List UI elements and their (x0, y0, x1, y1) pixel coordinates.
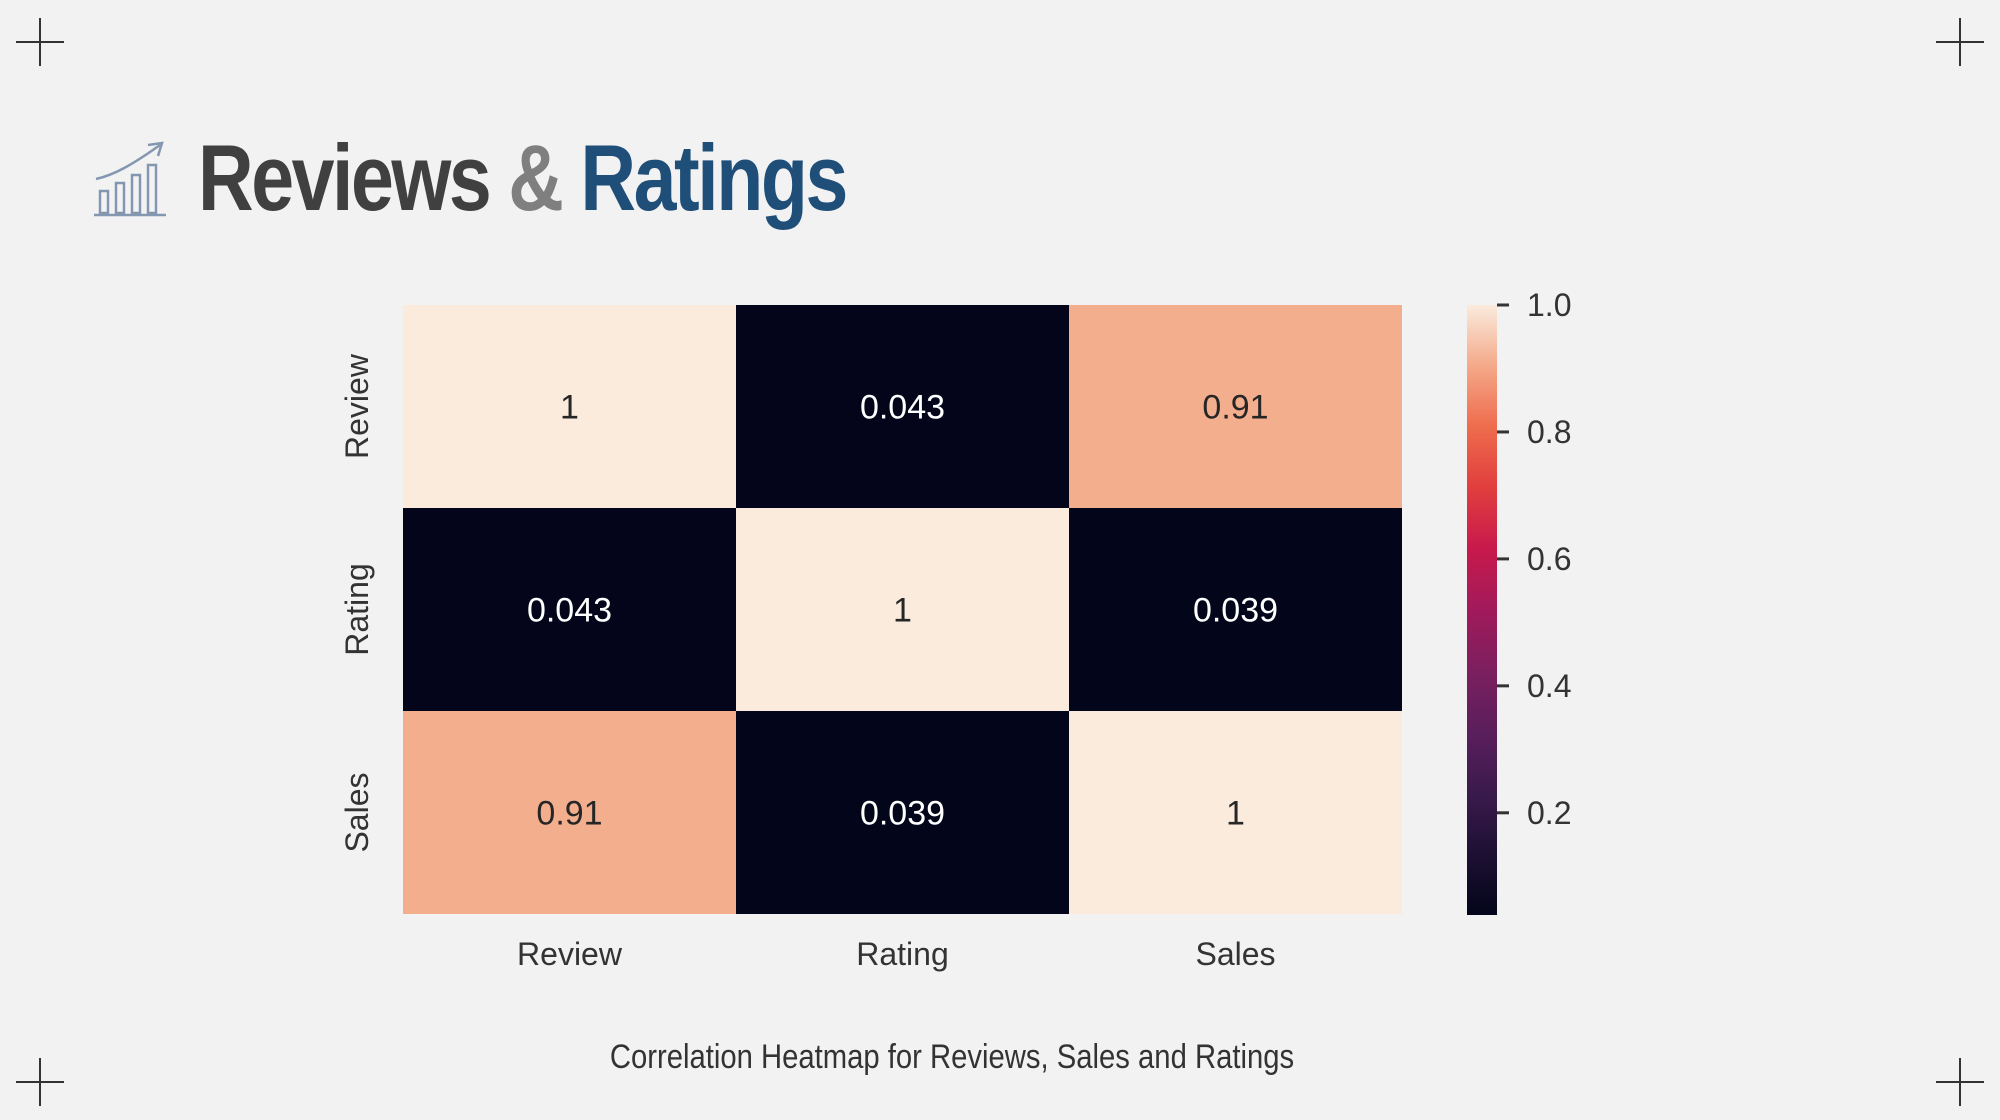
title-text: Reviews & Ratings (198, 124, 848, 232)
heatmap-cell-label: 0.039 (1193, 592, 1278, 630)
heatmap-cell-label: 0.039 (860, 795, 945, 833)
heatmap-cell (1069, 305, 1402, 508)
colorbar-tick-label: 0.8 (1527, 414, 1571, 450)
title-part-ampersand: & (508, 125, 564, 230)
colorbar-tick-label: 0.6 (1527, 541, 1571, 577)
corner-mark-bottom-left (16, 1058, 64, 1106)
corner-mark-bottom-right (1936, 1058, 1984, 1106)
page-title: Reviews & Ratings (92, 118, 988, 238)
corner-mark-top-left (16, 18, 64, 66)
heatmap-cell (1069, 711, 1402, 914)
heatmap-cell-label: 1 (1226, 795, 1245, 833)
heatmap-cell (403, 508, 736, 711)
heatmap-cell (736, 508, 1069, 711)
heatmap-cell (1069, 508, 1402, 711)
heatmap-cell (403, 711, 736, 914)
corner-mark-top-right (1936, 18, 1984, 66)
title-part-ratings: Ratings (580, 125, 848, 230)
heatmap-cell-label: 1 (893, 592, 912, 630)
heatmap-cell (403, 305, 736, 508)
y-tick-label: Sales (339, 772, 375, 852)
x-tick-label: Rating (856, 936, 949, 972)
heatmap-cell-label: 0.91 (536, 795, 602, 833)
x-tick-label: Review (517, 936, 623, 972)
chart-caption: Correlation Heatmap for Reviews, Sales a… (609, 1038, 1295, 1076)
heatmap-cells: 1 0.043 0.91 0.043 1 0.039 0.91 0.039 1 (403, 305, 1402, 914)
colorbar-gradient (1467, 305, 1497, 915)
colorbar-tick-label: 1.0 (1527, 287, 1571, 323)
heatmap-cell-label: 1 (560, 389, 579, 427)
heatmap-cell (736, 305, 1069, 508)
heatmap-cell (736, 711, 1069, 914)
y-tick-label: Rating (339, 563, 375, 656)
colorbar: 0.2 0.4 0.6 0.8 1.0 (1467, 287, 1571, 915)
colorbar-tick-label: 0.4 (1527, 668, 1571, 704)
chart-growth-icon (94, 141, 166, 217)
title-part-reviews: Reviews (198, 125, 492, 230)
colorbar-tick-label: 0.2 (1527, 795, 1571, 831)
heatmap-cell-label: 0.91 (1202, 389, 1268, 427)
y-tick-label: Review (339, 353, 375, 459)
heatmap-cell-label: 0.043 (527, 592, 612, 630)
heatmap-cell-label: 0.043 (860, 389, 945, 427)
x-tick-label: Sales (1195, 936, 1275, 972)
heatmap-axis-labels: Review Rating Sales Review Rating Sales (339, 353, 1276, 972)
